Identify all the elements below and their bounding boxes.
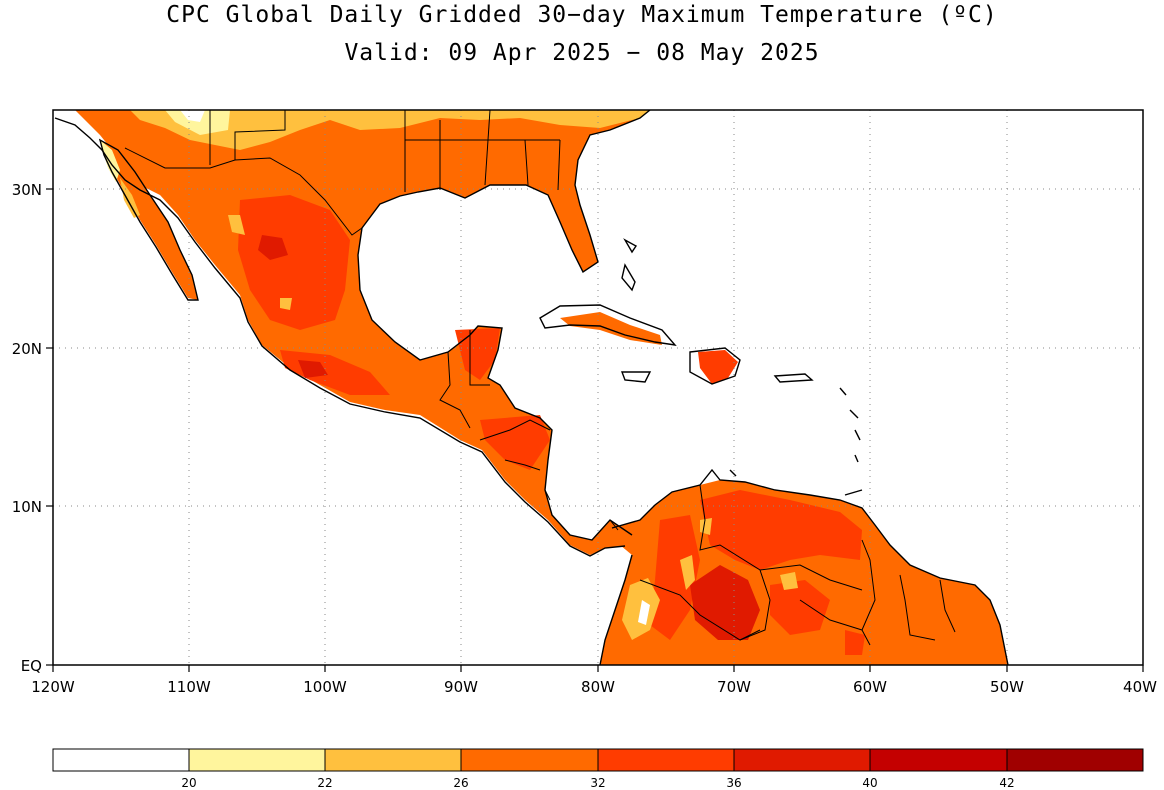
colorbar-swatch xyxy=(869,748,1008,772)
x-tick-label: 110W xyxy=(167,678,211,696)
grid-lines xyxy=(53,110,1143,665)
coastlines xyxy=(54,110,1009,665)
colorbar-label: 22 xyxy=(317,776,332,790)
x-tick-label: 80W xyxy=(581,678,615,696)
colorbar-swatch xyxy=(597,748,735,772)
colorbar-label: 42 xyxy=(999,776,1014,790)
florida-shading xyxy=(558,190,598,272)
colorbar-swatch xyxy=(460,748,599,772)
y-tick-label: 10N xyxy=(12,498,42,516)
country-borders xyxy=(124,110,956,646)
x-tick-label: 100W xyxy=(303,678,347,696)
y-tick-label: EQ xyxy=(21,657,42,675)
map-title: CPC Global Daily Gridded 30−day Maximum … xyxy=(166,2,998,28)
colorbar-swatch xyxy=(324,748,462,772)
colorbar-swatch xyxy=(733,748,871,772)
y-tick-label: 30N xyxy=(12,181,42,199)
north-america-shading xyxy=(75,110,650,555)
x-tick-label: 90W xyxy=(444,678,478,696)
y-tick-label: 20N xyxy=(12,340,42,358)
temperature-shading xyxy=(75,110,1008,665)
colorbar-swatch xyxy=(188,748,326,772)
colorbar xyxy=(52,748,1144,772)
y-tick-labels: EQ 10N 20N 30N xyxy=(12,181,42,675)
colorbar-label: 36 xyxy=(726,776,741,790)
cuba-shading xyxy=(560,312,662,345)
x-tick-label: 70W xyxy=(717,678,751,696)
x-tick-label: 40W xyxy=(1123,678,1157,696)
colorbar-swatch xyxy=(1006,748,1144,772)
axis-ticks xyxy=(46,188,1144,672)
colorbar-label: 32 xyxy=(590,776,605,790)
colorbar-label: 20 xyxy=(181,776,196,790)
colorbar-labels: 20 22 26 32 36 40 42 xyxy=(181,776,1014,790)
hispaniola-shading xyxy=(698,350,738,384)
north-cool-shading xyxy=(130,110,650,150)
x-tick-label: 50W xyxy=(990,678,1024,696)
colorbar-swatch xyxy=(52,748,190,772)
x-tick-labels: 120W 110W 100W 90W 80W 70W 60W 50W 40W xyxy=(31,678,1157,696)
colorbar-label: 40 xyxy=(862,776,877,790)
x-tick-label: 60W xyxy=(853,678,887,696)
colorbar-label: 26 xyxy=(453,776,468,790)
x-tick-label: 120W xyxy=(31,678,75,696)
map-subtitle: Valid: 09 Apr 2025 − 08 May 2025 xyxy=(344,40,820,66)
